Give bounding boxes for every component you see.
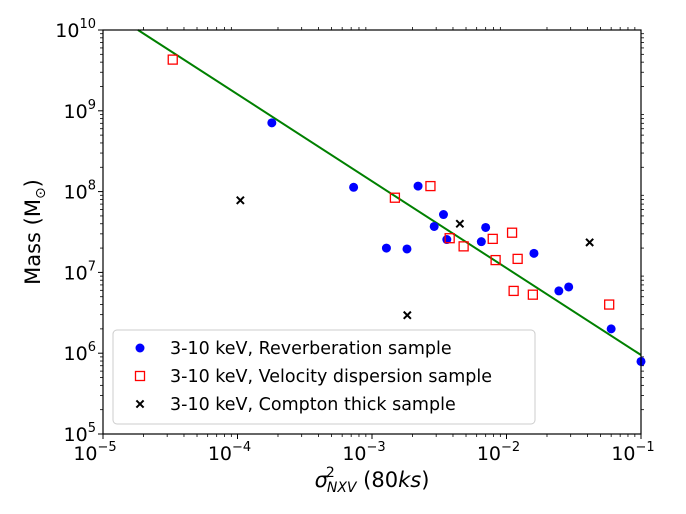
y-tick-label: 105 — [64, 421, 96, 446]
fit-line — [137, 29, 642, 356]
data-point-series-3 — [585, 238, 594, 247]
data-point-series-1 — [413, 181, 423, 191]
data-point-series-2 — [444, 233, 455, 244]
legend-label-2: 3-10 keV, Velocity dispersion sample — [170, 367, 492, 387]
data-point-series-2 — [389, 192, 401, 203]
data-point-series-2 — [490, 254, 501, 266]
major-ticks — [98, 29, 642, 439]
data-point-series-2 — [508, 285, 519, 297]
x-tick-label: 10−4 — [208, 440, 251, 465]
data-point-series-1 — [564, 282, 574, 292]
data-point-series-2 — [425, 180, 436, 192]
data-point-series-1 — [476, 237, 486, 247]
data-point-series-3 — [402, 310, 412, 320]
data-point-series-1 — [381, 243, 391, 253]
data-point-series-1 — [606, 324, 616, 334]
legend-label-3: 3-10 keV, Compton thick sample — [170, 395, 456, 415]
data-point-series-1 — [267, 118, 277, 128]
data-point-series-2 — [512, 253, 523, 265]
legend-marker-2 — [134, 370, 146, 382]
x-axis-label: σ2 NXV (80ks) — [315, 465, 430, 496]
legend-marker-1 — [135, 343, 145, 353]
data-point-series-1 — [438, 210, 448, 220]
x-tick-label: 10−1 — [611, 440, 654, 465]
y-tick-label: 108 — [64, 179, 96, 204]
x-tick-label: 10−5 — [73, 440, 116, 465]
data-point-series-1 — [529, 248, 539, 258]
data-point-series-2 — [604, 299, 615, 310]
data-point-series-1 — [429, 221, 439, 231]
y-tick-label: 109 — [64, 98, 96, 123]
plot-frame — [102, 29, 642, 435]
data-point-series-2 — [458, 241, 469, 252]
x-tick-label: 10−2 — [477, 440, 520, 465]
y-axis-label: Mass (M⊙) — [21, 179, 49, 285]
legend-box — [112, 329, 536, 425]
data-point-series-1 — [481, 222, 491, 232]
data-point-series-1 — [349, 182, 359, 192]
data-point-series-2 — [167, 54, 178, 65]
data-markers — [167, 54, 646, 366]
y-tick-labels: 105 106 107 108 109 1010 — [55, 17, 96, 446]
data-point-series-1 — [402, 244, 412, 254]
data-point-series-1 — [554, 286, 564, 296]
y-tick-label: 107 — [64, 259, 96, 284]
y-tick-label: 106 — [64, 340, 96, 365]
data-point-series-2 — [527, 289, 538, 300]
legend-label-1: 3-10 keV, Reverberation sample — [170, 339, 452, 359]
y-tick-label: 1010 — [55, 17, 96, 42]
data-point-series-2 — [506, 227, 518, 238]
data-point-series-3 — [455, 219, 465, 229]
legend-marker-3 — [135, 399, 145, 409]
x-tick-label: 10−3 — [342, 440, 385, 465]
x-tick-labels: 10−5 10−4 10−3 10−2 10−1 — [73, 440, 654, 465]
data-point-series-2 — [487, 233, 498, 245]
legend: 3-10 keV, Reverberation sample 3-10 keV, … — [112, 329, 536, 425]
data-point-series-3 — [236, 196, 245, 205]
